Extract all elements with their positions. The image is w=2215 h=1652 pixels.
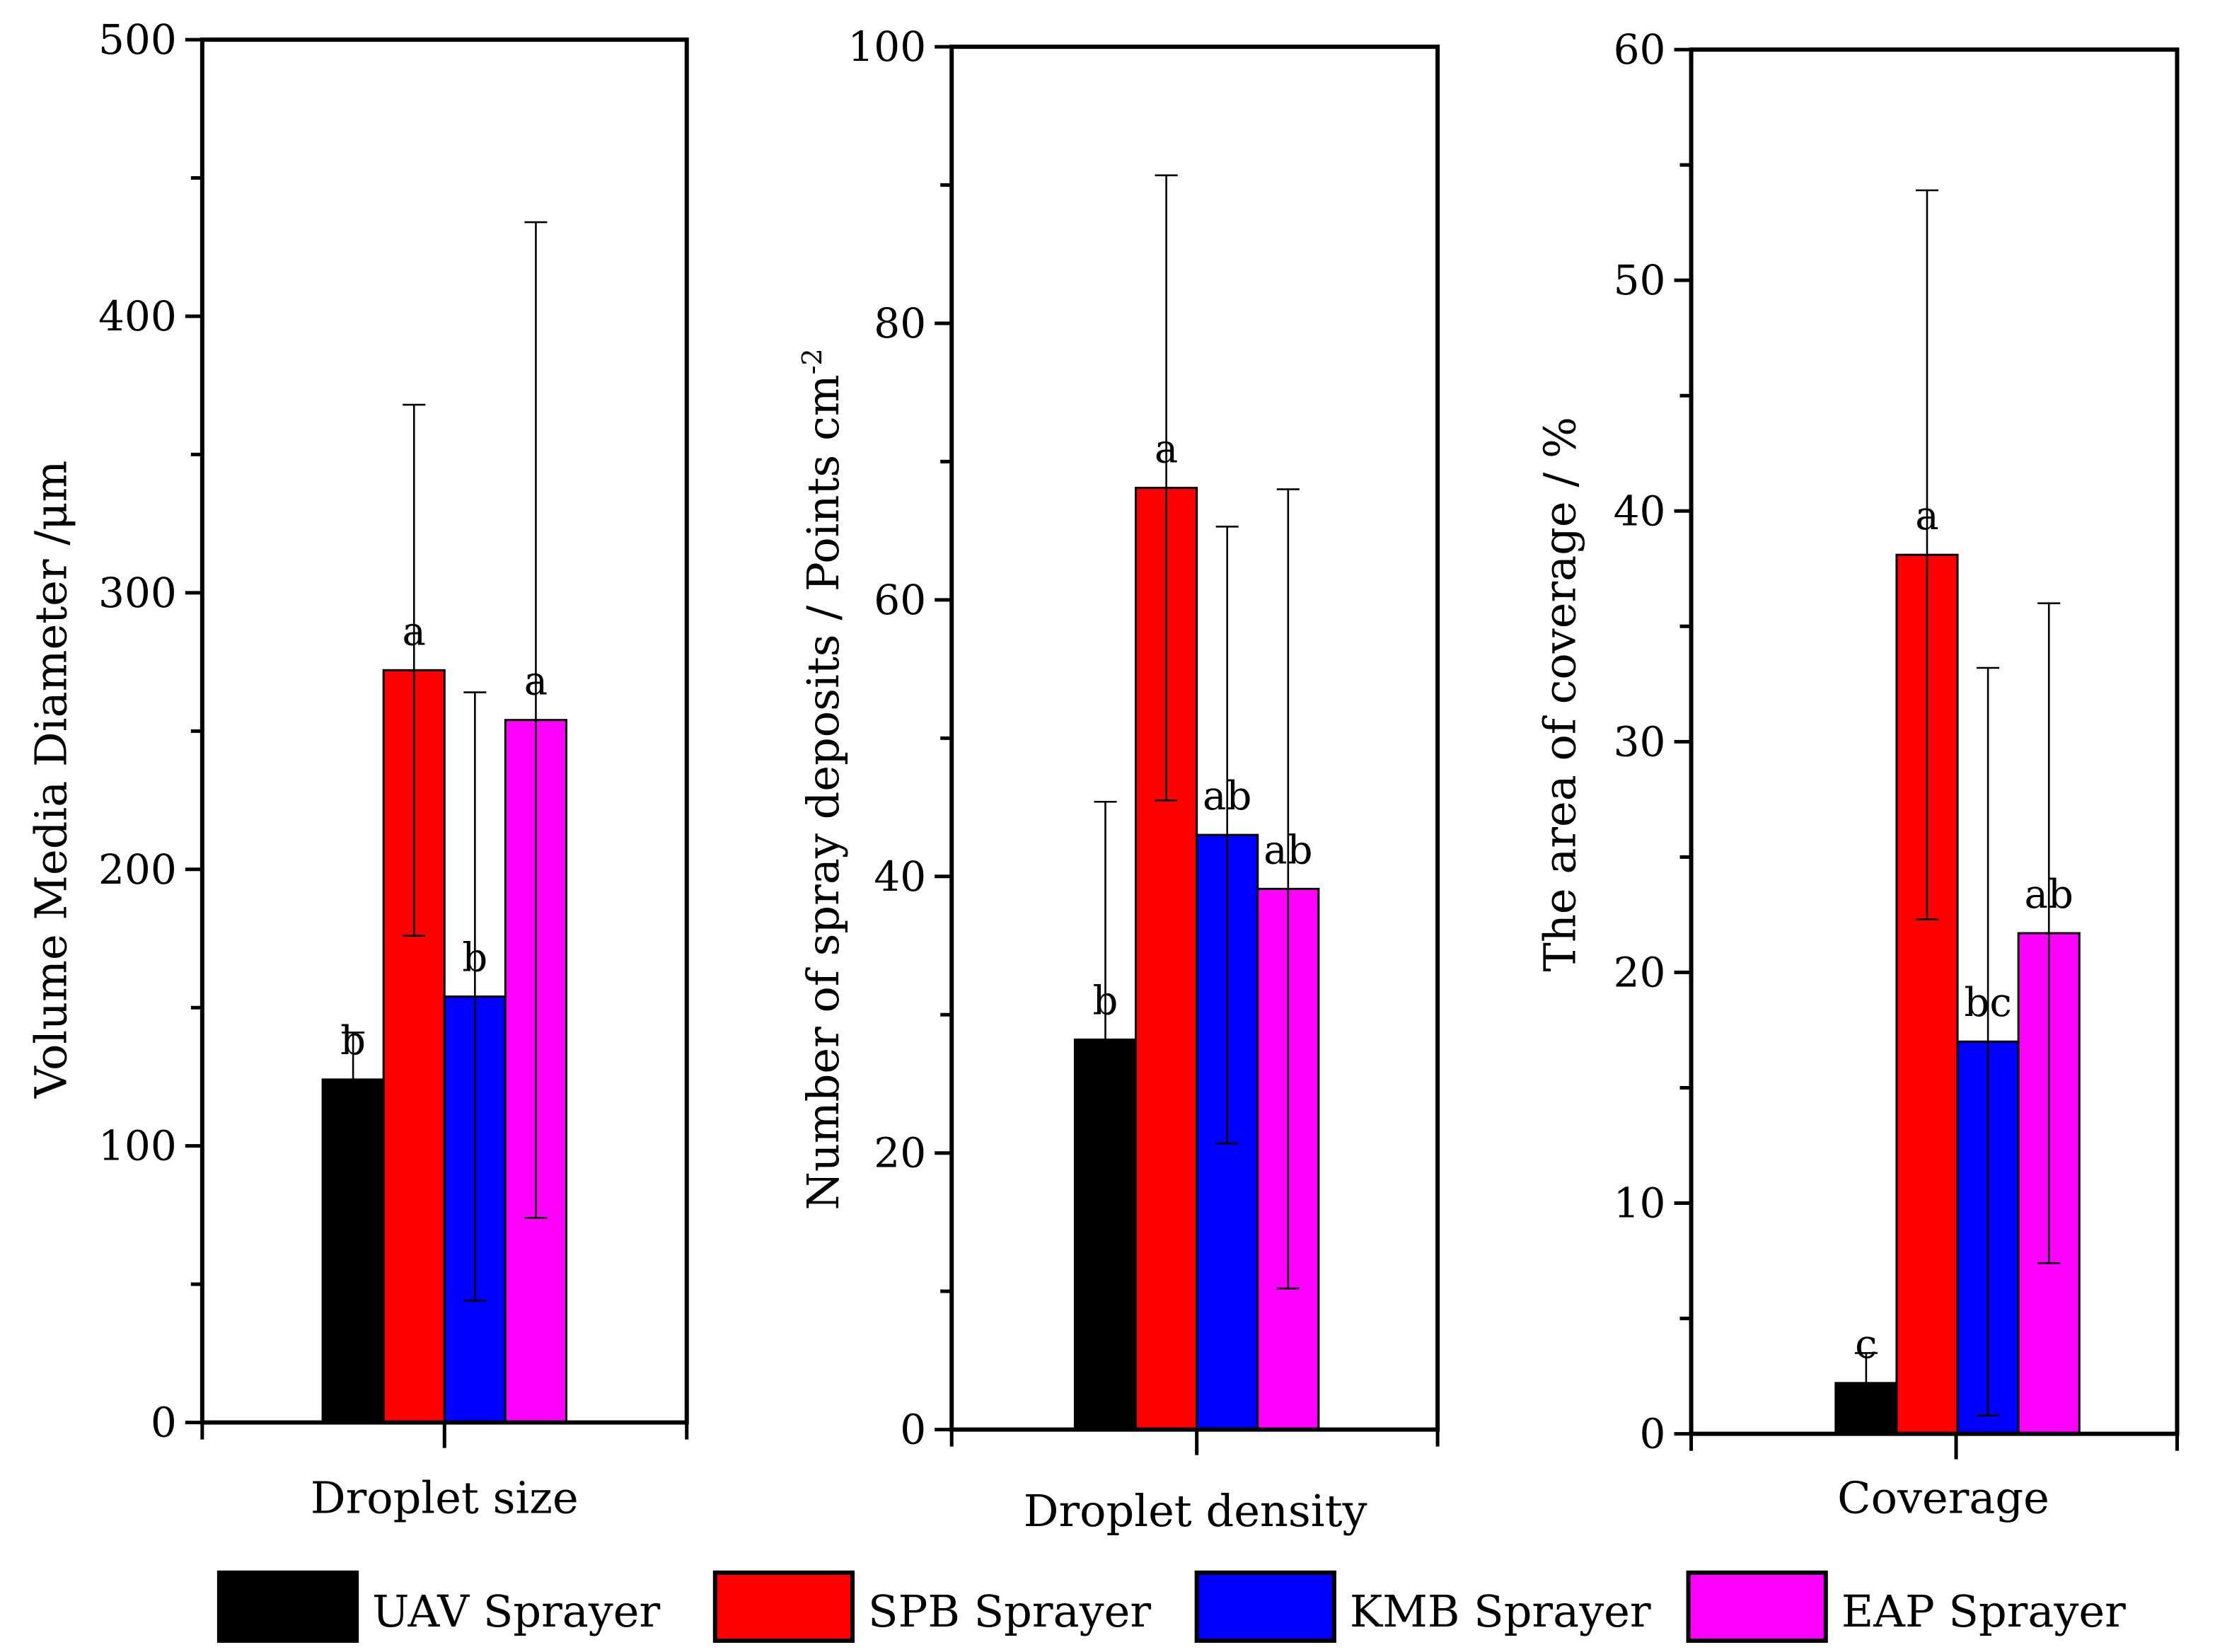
legend-label: KMB Sprayer	[1350, 1585, 1651, 1637]
legend-swatch	[1686, 1570, 1828, 1643]
legend-label: EAP Sprayer	[1841, 1585, 2126, 1637]
legend-swatch	[1194, 1570, 1336, 1643]
y-tick-label: 20	[1614, 948, 1666, 996]
significance-letter: a	[524, 659, 548, 705]
y-axis-label-superscript: -2	[797, 348, 828, 374]
legend-item: KMB Sprayer	[1194, 1570, 1651, 1643]
y-tick-label: 400	[98, 292, 177, 340]
panel-1: b a b a 0 100 200 300 400 500 Droplet size Volume M…	[25, 16, 689, 1524]
y-tick-label: 200	[98, 845, 177, 894]
x-axis-label: Droplet size	[311, 1472, 579, 1524]
significance-letter: c	[1855, 1322, 1877, 1368]
legend: UAV Sprayer SPB Sprayer KMB Sprayer EAP Spr…	[216, 1570, 2126, 1643]
panel-3: c a bc ab 0 10 20 30 40 50 60 Coverage The area of c…	[1534, 25, 2180, 1524]
y-tick-label: 40	[1614, 487, 1666, 535]
y-tick-label: 100	[98, 1122, 177, 1170]
significance-letter: b	[1093, 978, 1118, 1024]
legend-label: SPB Sprayer	[868, 1585, 1151, 1637]
y-tick-label: 300	[98, 569, 177, 617]
y-tick-label: 60	[874, 576, 926, 624]
legend-swatch	[712, 1570, 855, 1643]
y-tick-label: 30	[1614, 717, 1666, 766]
y-axis-label: Number of spray deposits / Points cm-2	[797, 348, 849, 1210]
significance-letter: ab	[1203, 773, 1251, 819]
legend-item: EAP Sprayer	[1686, 1570, 2126, 1643]
y-tick-label: 50	[1614, 256, 1666, 304]
y-tick-label: 10	[1614, 1179, 1666, 1228]
y-axis-label: Volume Media Diameter /μm	[25, 461, 77, 1099]
y-tick-label: 80	[874, 299, 926, 347]
significance-letter: a	[1155, 427, 1178, 473]
y-tick-label: 500	[98, 16, 177, 64]
significance-letter: a	[1915, 493, 1938, 539]
legend-item: UAV Sprayer	[216, 1570, 661, 1643]
y-tick-label: 20	[874, 1129, 926, 1177]
legend-label: UAV Sprayer	[372, 1585, 660, 1637]
significance-letter: b	[340, 1018, 366, 1064]
legend-item: SPB Sprayer	[712, 1570, 1151, 1643]
legend-swatch	[216, 1570, 359, 1643]
y-tick-label: 40	[874, 853, 926, 901]
y-tick-label: 100	[848, 23, 926, 71]
significance-letter: b	[462, 935, 487, 981]
significance-letter: ab	[1263, 827, 1312, 873]
y-axis-label: The area of coverage / %	[1534, 417, 1585, 971]
significance-letter: a	[403, 608, 426, 654]
y-axis-label-text: Number of spray deposits / Points cm	[797, 374, 849, 1210]
x-axis-label: Droplet density	[1024, 1485, 1367, 1537]
y-tick-label: 0	[1640, 1410, 1666, 1458]
significance-letter: bc	[1964, 980, 2011, 1026]
y-tick-label: 0	[900, 1406, 926, 1454]
x-axis-label: Coverage	[1837, 1472, 2049, 1524]
significance-letter: ab	[2025, 872, 2074, 918]
y-tick-label: 60	[1614, 25, 1666, 74]
bar-uav	[321, 1078, 385, 1424]
y-tick-label: 0	[151, 1399, 177, 1447]
